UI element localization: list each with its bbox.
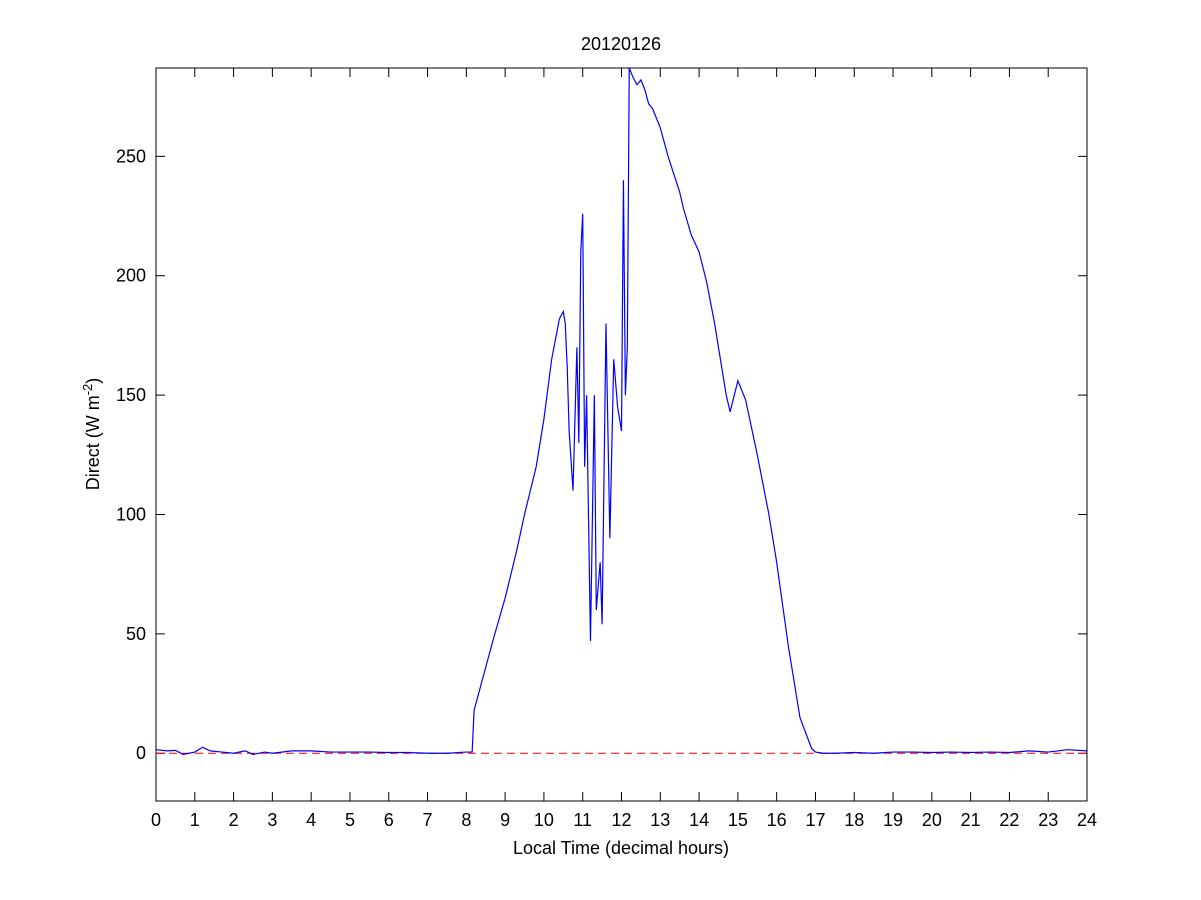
- x-tick-label: 15: [728, 810, 748, 830]
- y-tick-label: 250: [116, 146, 146, 166]
- x-tick-label: 0: [151, 810, 161, 830]
- x-tick-label: 1: [190, 810, 200, 830]
- x-tick-label: 23: [1038, 810, 1058, 830]
- data-line: [155, 67, 1088, 756]
- x-tick-label: 18: [844, 810, 864, 830]
- x-tick-label: 6: [384, 810, 394, 830]
- x-tick-label: 16: [767, 810, 787, 830]
- x-tick-label: 3: [267, 810, 277, 830]
- y-label-sup: -2: [80, 384, 95, 396]
- x-tick-label: 5: [345, 810, 355, 830]
- y-tick-label: 150: [116, 385, 146, 405]
- y-tick-label: 100: [116, 504, 146, 524]
- x-tick-label: 19: [883, 810, 903, 830]
- x-tick-label: 24: [1077, 810, 1097, 830]
- y-label-main: Direct (W m: [83, 395, 103, 490]
- chart-title: 20120126: [581, 34, 661, 54]
- x-tick-label: 7: [423, 810, 433, 830]
- x-tick-label: 17: [805, 810, 825, 830]
- x-tick-label: 9: [500, 810, 510, 830]
- x-tick-label: 12: [611, 810, 631, 830]
- x-tick-label: 8: [461, 810, 471, 830]
- x-tick-label: 20: [922, 810, 942, 830]
- x-tick-label: 2: [229, 810, 239, 830]
- x-tick-label: 14: [689, 810, 709, 830]
- plot-frame: [155, 67, 1088, 802]
- y-tick-label: 0: [136, 743, 146, 763]
- x-tick-label: 21: [961, 810, 981, 830]
- x-tick-label: 10: [534, 810, 554, 830]
- y-tick-label: 50: [126, 624, 146, 644]
- x-tick-label: 22: [999, 810, 1019, 830]
- x-tick-label: 11: [573, 810, 592, 830]
- x-tick-label: 13: [650, 810, 670, 830]
- y-label-close: ): [83, 378, 103, 384]
- x-tick-label: 4: [306, 810, 316, 830]
- y-axis-label: Direct (W m-2): [80, 378, 103, 491]
- y-tick-label: 200: [116, 266, 146, 286]
- x-axis-label: Local Time (decimal hours): [513, 838, 729, 858]
